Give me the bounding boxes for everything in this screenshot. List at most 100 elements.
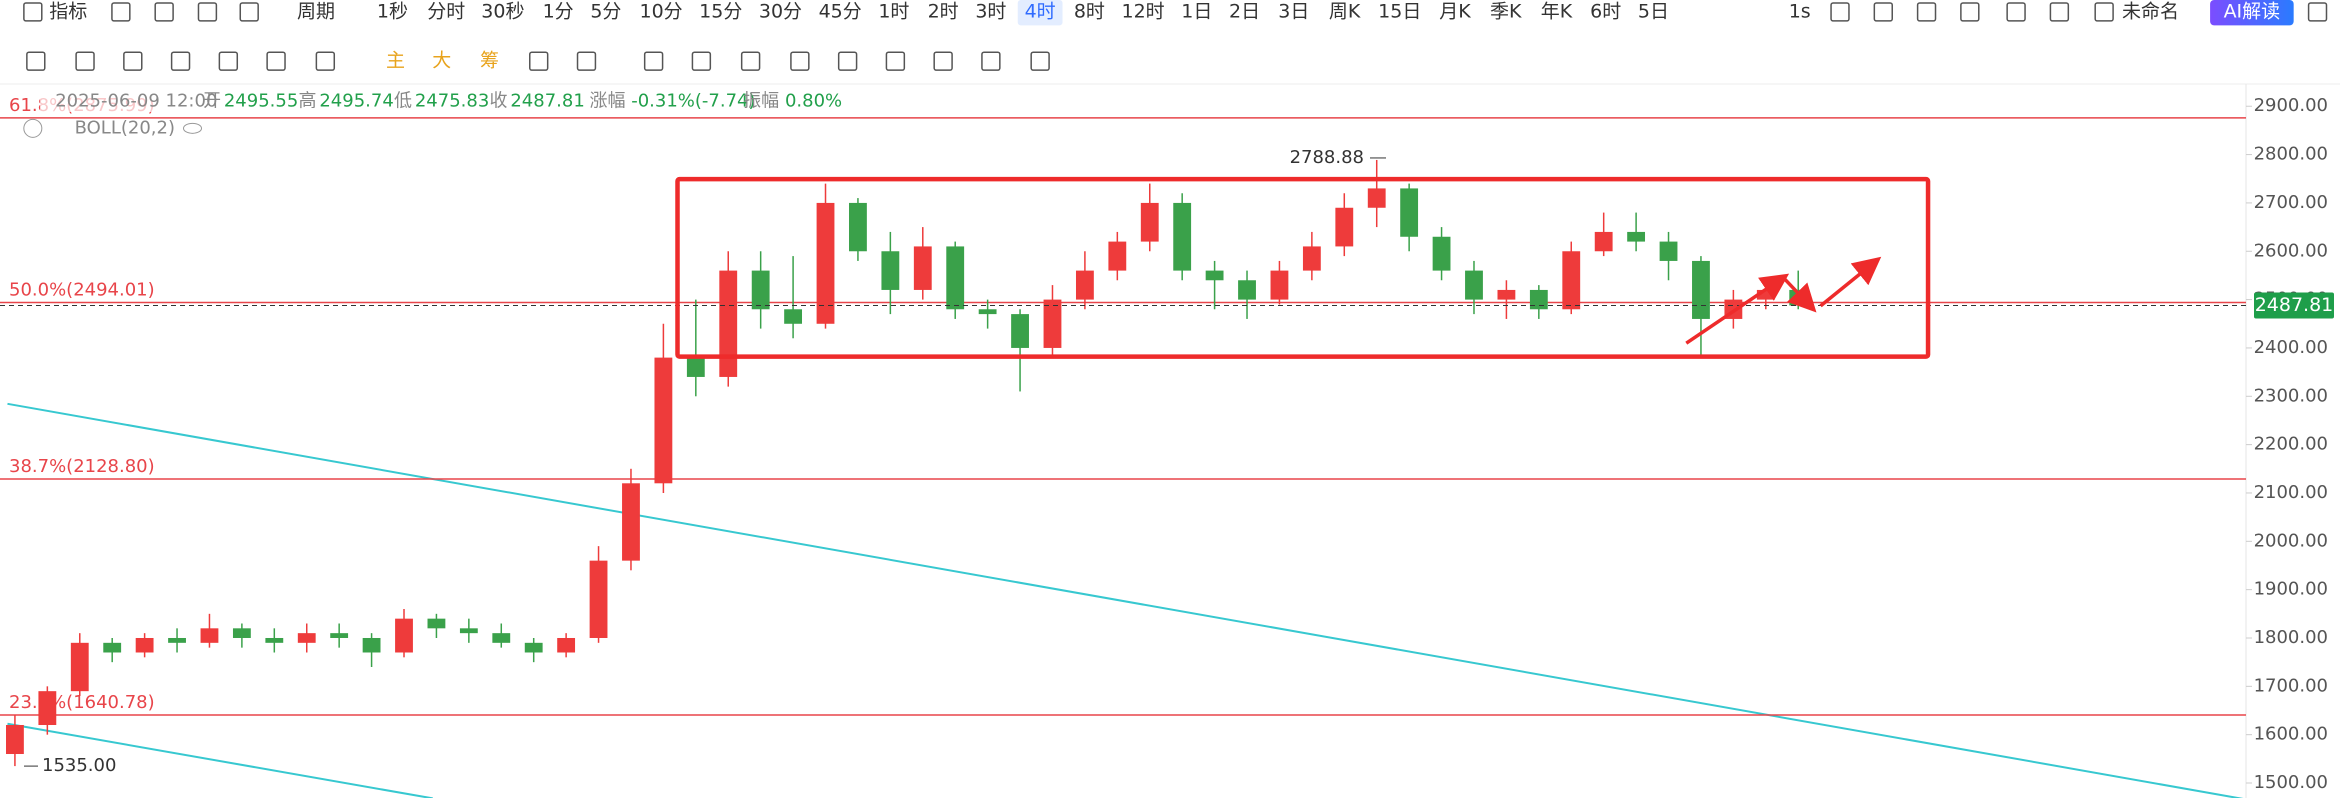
candle-body: [1270, 270, 1289, 300]
tool-icon[interactable]: [1830, 2, 1850, 22]
indicator-icon[interactable]: [23, 2, 43, 22]
period-button[interactable]: 周期: [297, 0, 335, 22]
candle-body: [784, 309, 803, 324]
candle-body: [297, 633, 316, 643]
tool-icon[interactable]: [197, 2, 218, 22]
ai-button[interactable]: AI解读: [2224, 0, 2281, 22]
info-low-label: 低: [394, 90, 412, 111]
candle-body: [849, 202, 867, 252]
draw-tool[interactable]: [75, 51, 95, 71]
share-icon[interactable]: [2307, 2, 2328, 22]
timeframe-button[interactable]: 12时: [1122, 0, 1165, 22]
info-low: 2475.83: [415, 90, 489, 111]
candle-body: [1594, 231, 1613, 252]
indicator-name[interactable]: BOLL(20,2): [75, 117, 175, 138]
timeframe-button[interactable]: 2时: [928, 0, 959, 22]
candle-body: [1238, 280, 1256, 300]
timeframe-button[interactable]: 3时: [975, 0, 1006, 22]
draw-tool[interactable]: [26, 51, 46, 71]
tool-icon[interactable]: [154, 2, 174, 22]
tool-icon[interactable]: [239, 2, 259, 22]
timeframe-button[interactable]: 1日: [1181, 0, 1212, 22]
tool-icon[interactable]: [933, 51, 953, 71]
draw-tool[interactable]: [218, 51, 239, 71]
timeframe-button[interactable]: 30分: [759, 0, 802, 22]
candle-body: [557, 637, 576, 653]
last-price-tag: [2254, 292, 2334, 319]
draw-tool[interactable]: [266, 51, 286, 71]
tool-icon[interactable]: [790, 51, 810, 71]
y-tick-label: 2600.00: [2254, 240, 2328, 261]
timeframe-button[interactable]: 月K: [1439, 0, 1471, 22]
y-tick-label: 2000.00: [2254, 530, 2328, 551]
draw-tool[interactable]: [170, 51, 191, 71]
candle-body: [719, 270, 738, 377]
cloud-icon[interactable]: [2094, 2, 2114, 22]
timeframe-button[interactable]: 30秒: [481, 0, 524, 22]
timeframe-button[interactable]: 年K: [1541, 0, 1573, 22]
candle-body: [1302, 246, 1321, 271]
chips-button[interactable]: 筹: [480, 50, 499, 72]
tool-icon[interactable]: [1916, 2, 1937, 22]
candle-body: [1335, 207, 1354, 247]
timeframe-button[interactable]: 周K: [1329, 0, 1361, 22]
tool-icon[interactable]: [529, 51, 549, 71]
candle-body: [816, 202, 835, 324]
y-tick-label: 2900.00: [2254, 95, 2328, 116]
tool-icon[interactable]: [740, 51, 761, 71]
candle-body: [362, 637, 381, 653]
tool-icon[interactable]: [576, 51, 597, 71]
info-change-label: 涨幅: [589, 90, 625, 111]
trend-line: [7, 722, 433, 800]
tool-icon[interactable]: [981, 51, 1001, 71]
ai-button-bg[interactable]: [2210, 0, 2294, 26]
timeframe-button[interactable]: 45分: [819, 0, 862, 22]
timeframe-button[interactable]: 1时: [878, 0, 909, 22]
y-tick-label: 1600.00: [2254, 724, 2328, 745]
tool-icon[interactable]: [111, 2, 131, 22]
tool-icon[interactable]: [1030, 51, 1050, 71]
candle-body: [232, 628, 251, 638]
y-tick-label: 2400.00: [2254, 337, 2328, 358]
tool-icon[interactable]: [691, 51, 712, 71]
main-button[interactable]: 主: [386, 50, 405, 72]
info-time: 2025-06-09 12:00: [55, 90, 217, 111]
doc-name[interactable]: 未命名: [2122, 0, 2179, 22]
tool-icon[interactable]: [837, 51, 858, 71]
timeframe-button[interactable]: 8时: [1074, 0, 1105, 22]
big-button[interactable]: 大: [432, 50, 451, 72]
timeframe-button[interactable]: 季K: [1490, 0, 1522, 22]
y-tick-label: 1700.00: [2254, 675, 2328, 696]
indicator-button[interactable]: 指标: [49, 0, 87, 22]
timeframe-button[interactable]: 5日: [1638, 0, 1669, 22]
interval-button[interactable]: 1s: [1789, 0, 1811, 22]
timeframe-button[interactable]: 3日: [1278, 0, 1309, 22]
tool-icon[interactable]: [1960, 2, 1980, 22]
timeframe-button[interactable]: 分时: [427, 0, 465, 22]
y-tick-label: 1800.00: [2254, 627, 2328, 648]
draw-tool[interactable]: [315, 51, 336, 71]
timeframe-button[interactable]: 5分: [590, 0, 621, 22]
candle-body: [200, 628, 219, 643]
timeframe-button[interactable]: 2日: [1229, 0, 1260, 22]
candle-body: [1627, 231, 1646, 242]
tool-icon[interactable]: [1873, 2, 1893, 22]
tool-icon[interactable]: [643, 51, 664, 71]
timeframe-button[interactable]: 15日: [1378, 0, 1421, 22]
trend-arrow: [1819, 256, 1882, 308]
timeframe-button[interactable]: 1秒: [377, 0, 408, 22]
timeframe-button[interactable]: 6时: [1590, 0, 1621, 22]
timeframe-button[interactable]: 1分: [543, 0, 574, 22]
tool-icon[interactable]: [2049, 2, 2070, 22]
timeframe-button[interactable]: 15分: [699, 0, 742, 22]
tool-icon[interactable]: [885, 51, 906, 71]
collapse-icon[interactable]: [23, 118, 43, 138]
candle-body: [751, 270, 770, 310]
timeframe-button[interactable]: 10分: [639, 0, 682, 22]
candle-body: [1432, 236, 1451, 271]
timeframe-button[interactable]: 4时: [1025, 0, 1056, 22]
tool-icon[interactable]: [2006, 2, 2026, 22]
candle-body: [1075, 270, 1094, 300]
visibility-icon[interactable]: [183, 122, 203, 134]
draw-tool[interactable]: [123, 51, 143, 71]
